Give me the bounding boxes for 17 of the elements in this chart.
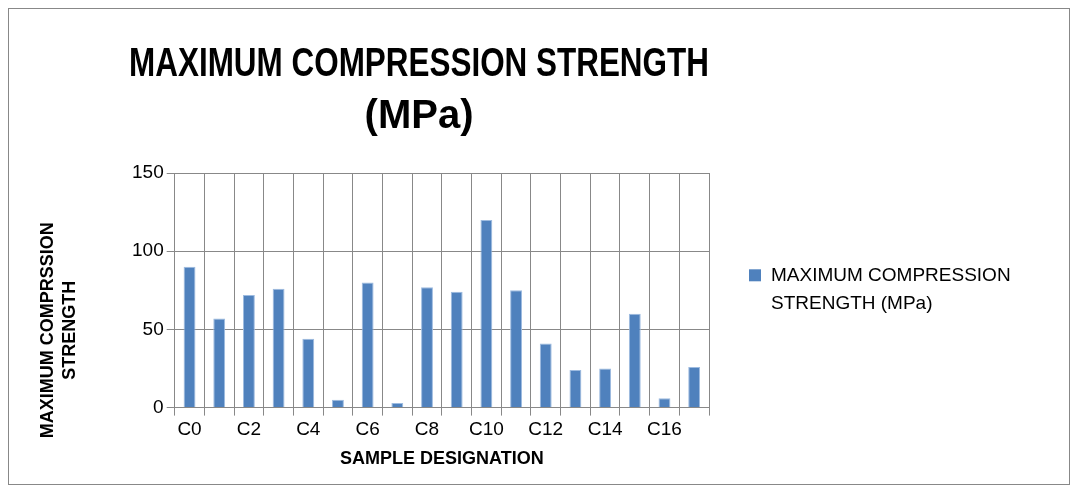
x-tick-label: C14 bbox=[587, 418, 623, 440]
y-axis-title: MAXIMUM COMPRSSION STRENGTH bbox=[36, 222, 79, 439]
x-tick-label: C6 bbox=[355, 418, 380, 440]
x-tick-label: C16 bbox=[647, 418, 682, 440]
x-tick-label: C0 bbox=[177, 418, 202, 440]
legend-label: MAXIMUM COMPRESSION STRENGTH (MPa) bbox=[771, 263, 1011, 313]
x-tick-label: C4 bbox=[296, 418, 321, 440]
y-tick-label: 150 bbox=[132, 161, 164, 183]
x-tick-label: C10 bbox=[468, 418, 504, 440]
y-tick-label: 50 bbox=[142, 317, 164, 339]
x-tick-label: C8 bbox=[414, 418, 440, 440]
x-tick-label: C2 bbox=[236, 418, 262, 440]
chart-title: MAXIMUM COMPRESSION STRENGTH (MPa) bbox=[129, 39, 709, 137]
x-tick-label: C12 bbox=[528, 418, 564, 440]
x-axis-title: SAMPLE DESIGNATION bbox=[340, 448, 544, 469]
y-tick-label: 100 bbox=[132, 239, 164, 261]
y-tick-label: 0 bbox=[153, 395, 164, 417]
